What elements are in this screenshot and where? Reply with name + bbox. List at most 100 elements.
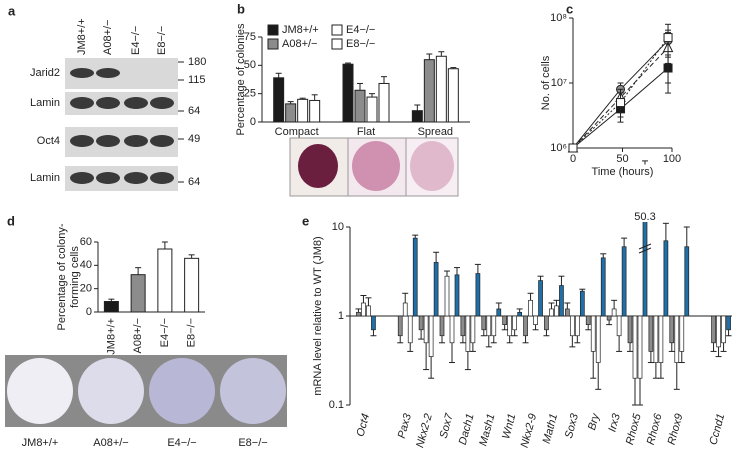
band [70, 172, 94, 184]
point [616, 98, 626, 108]
value-label: 50.3 [634, 211, 655, 223]
x-axis-label: Time (hours) [592, 166, 654, 178]
x-tick-label: 0 [570, 153, 576, 165]
band [70, 135, 94, 147]
bar [285, 103, 297, 123]
y-tick-label: 1 [338, 310, 344, 322]
lane-label: A08+/− [102, 20, 114, 55]
bar [361, 302, 366, 317]
bar [502, 315, 508, 325]
x-tick-label: E8−/− [186, 318, 198, 347]
y-tick-label: 50 [244, 59, 256, 71]
band [70, 68, 94, 78]
y-tick-label: 60 [80, 236, 92, 248]
y-axis-label: Percentage of colony- [56, 223, 68, 330]
bar [663, 240, 669, 317]
bar [726, 315, 731, 331]
bar [611, 308, 617, 317]
bar [569, 315, 575, 337]
bar [711, 315, 716, 344]
photo-caption: E8−/− [238, 437, 267, 449]
x-tick-label: E4−/− [159, 318, 171, 347]
band [96, 68, 120, 78]
y-axis-label: forming cells [69, 246, 81, 308]
bar [512, 315, 518, 331]
bar [523, 315, 528, 337]
bar [428, 315, 434, 357]
x-tick-label: Nkx2-2 [414, 412, 435, 449]
x-tick-label: Sox7 [438, 412, 456, 440]
y-tick-label: 20 [80, 283, 92, 295]
colony [352, 141, 400, 191]
bar [439, 315, 445, 337]
axis-break [638, 247, 652, 254]
band [124, 135, 148, 147]
plate [7, 358, 73, 424]
bar [621, 246, 627, 317]
bar [616, 315, 622, 337]
bar [412, 237, 418, 317]
bar [157, 248, 173, 313]
bar [444, 275, 450, 317]
bar [354, 89, 366, 123]
bar [590, 315, 596, 352]
bar [653, 315, 659, 363]
x-tick-label: Rhox9 [666, 412, 686, 446]
band [124, 172, 148, 184]
bar [517, 311, 523, 317]
marker-label: 64 [188, 176, 200, 188]
bar [559, 285, 564, 317]
plate [220, 358, 286, 424]
bar [418, 315, 424, 331]
bar [449, 315, 455, 344]
x-tick-label: Pax3 [396, 412, 414, 440]
bar [481, 315, 487, 331]
y-tick-label: 10⁶ [550, 142, 567, 154]
x-tick-label: Rhox5 [624, 412, 644, 447]
bar [538, 280, 543, 317]
legend-swatch [331, 38, 343, 50]
blot-strip [65, 92, 178, 115]
bar [273, 77, 285, 123]
y-tick-label: 0 [250, 116, 256, 128]
bar [674, 315, 680, 363]
y-axis-label: mRNA level relative to WT (JM8) [312, 236, 324, 395]
x-tick-label: Irx3 [606, 412, 623, 434]
band [150, 97, 174, 109]
y-axis-label: No. of cells [540, 55, 552, 110]
bar [407, 315, 413, 344]
bar [297, 98, 309, 123]
band [70, 97, 94, 109]
row-label: Oct4 [37, 135, 60, 147]
bars [356, 222, 731, 379]
bar [356, 311, 361, 317]
legend-label: JM8+/+ [282, 24, 319, 36]
bar [600, 257, 606, 317]
x-tick-label: Wnt1 [500, 412, 518, 440]
x-tick-label: Flat [357, 126, 375, 138]
band [96, 172, 120, 184]
x-tick-label: JM8+/+ [105, 318, 117, 355]
bar [366, 96, 378, 123]
bar [130, 274, 146, 313]
lane-label: JM8+/+ [76, 18, 88, 55]
row-label: Lamin [30, 172, 60, 184]
bar [366, 305, 371, 317]
bar [684, 246, 690, 317]
bar [433, 262, 439, 317]
y-tick-label: 0.1 [329, 399, 344, 411]
panel-letter: c [566, 1, 573, 16]
bar [721, 315, 726, 344]
bar [496, 308, 502, 317]
y-tick-label: 40 [80, 259, 92, 271]
bar [533, 315, 538, 325]
bar [423, 59, 435, 123]
colony [298, 144, 338, 188]
x-tick-label: Mash1 [477, 412, 497, 447]
colony [410, 141, 454, 191]
panel-letter: a [8, 3, 16, 18]
bar [486, 315, 492, 337]
x-tick-label: Rhox6 [645, 412, 665, 447]
axis-break [638, 243, 652, 250]
photo-caption: E4−/− [167, 437, 196, 449]
